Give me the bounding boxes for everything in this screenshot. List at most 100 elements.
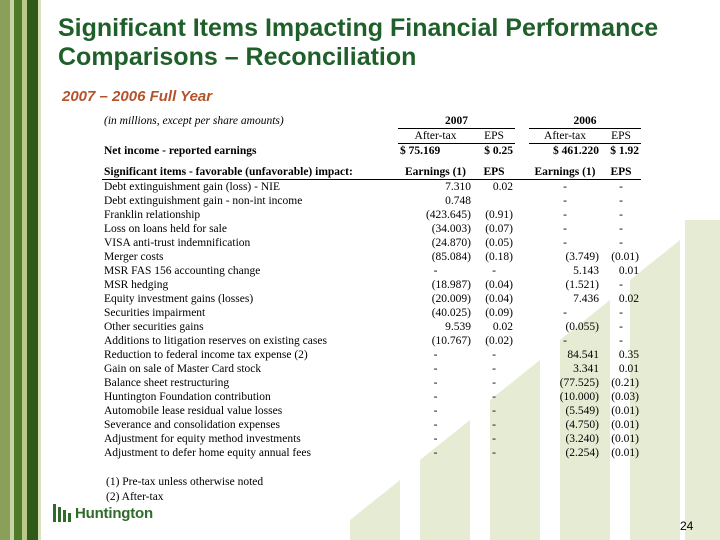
table-row: MSR hedging (18.987) (0.04) (1.521) - — [102, 278, 641, 292]
gap — [515, 292, 529, 306]
earnings-2006: (5.549) — [565, 405, 599, 417]
eps-2006: - — [619, 209, 623, 221]
row-label: Reduction to federal income tax expense … — [104, 349, 308, 361]
gap — [515, 418, 529, 432]
table-row: Automobile lease residual value losses - -… — [102, 404, 641, 418]
row-label: Automobile lease residual value losses — [104, 405, 283, 417]
earnings-2006: (3.240) — [565, 433, 599, 445]
gap — [515, 362, 529, 376]
footnote: (2) After-tax — [106, 490, 164, 503]
earnings-2007: (423.645) — [425, 209, 471, 221]
earnings-2007: - — [433, 265, 438, 277]
units-note: (in millions, except per share amounts) — [104, 115, 284, 128]
eps-2007: - — [492, 419, 496, 431]
gap — [515, 390, 529, 404]
earnings-2007: (85.084) — [431, 251, 471, 263]
earnings-2006: (4.750) — [565, 419, 599, 431]
footnote: (1) Pre-tax unless otherwise noted — [106, 476, 264, 488]
eps-2007: - — [492, 447, 496, 459]
year-2007: 2007 — [398, 114, 515, 129]
table-row: Huntington Foundation contribution - - (10.… — [102, 390, 641, 404]
eps-2007: - — [492, 433, 496, 445]
eps-2006: - — [619, 279, 623, 291]
table-row: Adjustment to defer home equity annual f… — [102, 446, 641, 460]
eps-2006: 0.01 — [618, 265, 639, 277]
eps-2007: (0.04) — [485, 293, 513, 305]
eps-2007: - — [492, 363, 496, 375]
table-row: Severance and consolidation expenses - - (4… — [102, 418, 641, 432]
net-income-eps-2007: $ 0.25 — [484, 145, 513, 157]
earnings-2006: (77.525) — [559, 377, 599, 389]
earnings-2007: 7.310 — [445, 181, 471, 193]
eps-2006: (0.01) — [611, 433, 639, 445]
row-label: Merger costs — [104, 251, 164, 263]
eps-2007: 0.02 — [492, 321, 513, 333]
table-row: Securities impairment (40.025) (0.09) - - — [102, 306, 641, 320]
gap — [515, 222, 529, 236]
earnings-2006: - — [563, 307, 567, 319]
table-row: Reduction to federal income tax expense … — [102, 348, 641, 362]
table-row: Loss on loans held for sale (34.003) (0.07… — [102, 222, 641, 236]
gap — [515, 432, 529, 446]
gap — [515, 264, 529, 278]
gap — [515, 194, 529, 208]
col-eps-items-2007: EPS — [473, 165, 515, 180]
huntington-logo: Huntington — [53, 504, 153, 522]
eps-2006: - — [619, 223, 623, 235]
row-label: Franklin relationship — [104, 209, 201, 221]
row-label: Adjustment for equity method investments — [104, 433, 301, 445]
gap — [515, 320, 529, 334]
eps-2007: (0.09) — [485, 307, 513, 319]
row-label: Adjustment to defer home equity annual f… — [104, 447, 311, 459]
earnings-2007: (20.009) — [431, 293, 471, 305]
background-pattern — [350, 220, 720, 540]
col-after-tax-2006: After-tax — [529, 128, 601, 144]
earnings-2007: - — [433, 391, 438, 403]
gap — [515, 404, 529, 418]
gap — [515, 348, 529, 362]
col-earnings-2007: Earnings (1) — [398, 165, 473, 180]
earnings-2006: (0.055) — [565, 321, 599, 333]
earnings-2006: (3.749) — [565, 251, 599, 263]
row-label: Gain on sale of Master Card stock — [104, 363, 262, 375]
earnings-2006: - — [563, 195, 567, 207]
eps-2007: (0.91) — [485, 209, 513, 221]
row-label: Other securities gains — [104, 321, 204, 333]
earnings-2006: 84.541 — [567, 349, 599, 361]
eps-2007: - — [492, 377, 496, 389]
eps-2006: 0.02 — [618, 293, 639, 305]
earnings-2007: (10.767) — [431, 335, 471, 347]
net-income-eps-2006: $ 1.92 — [610, 145, 639, 157]
eps-2006: (0.01) — [611, 405, 639, 417]
gap — [515, 180, 529, 195]
logo-text: Huntington — [75, 504, 153, 522]
earnings-2007: 9.539 — [445, 321, 471, 333]
table-row: Equity investment gains (losses) (20.009)… — [102, 292, 641, 306]
gap — [515, 278, 529, 292]
left-stripe — [22, 0, 27, 540]
eps-2006: (0.01) — [611, 251, 639, 263]
earnings-2007: (34.003) — [431, 223, 471, 235]
table-row: Debt extinguishment gain (loss) - NIE 7.3… — [102, 180, 641, 195]
row-label: Debt extinguishment gain (loss) - NIE — [104, 181, 280, 193]
net-income-label: Net income - reported earnings — [104, 144, 257, 157]
row-label: Huntington Foundation contribution — [104, 391, 271, 403]
eps-2007: (0.07) — [485, 223, 513, 235]
eps-2007: (0.04) — [485, 279, 513, 291]
gap — [515, 250, 529, 264]
earnings-2007: - — [433, 363, 438, 375]
left-stripe — [27, 0, 38, 540]
eps-2006: 0.35 — [618, 349, 639, 361]
gap — [515, 236, 529, 250]
earnings-2006: - — [563, 237, 567, 249]
row-label: MSR hedging — [104, 279, 169, 291]
earnings-2006: 3.341 — [573, 363, 599, 375]
gap — [515, 334, 529, 348]
earnings-2007: - — [433, 377, 438, 389]
slide-subtitle: 2007 – 2006 Full Year — [62, 88, 213, 105]
earnings-2006: 7.436 — [573, 293, 599, 305]
eps-2006: - — [619, 237, 623, 249]
table-row: Franklin relationship (423.645) (0.91) - - — [102, 208, 641, 222]
eps-2006: - — [619, 321, 623, 333]
eps-2007: - — [492, 349, 496, 361]
